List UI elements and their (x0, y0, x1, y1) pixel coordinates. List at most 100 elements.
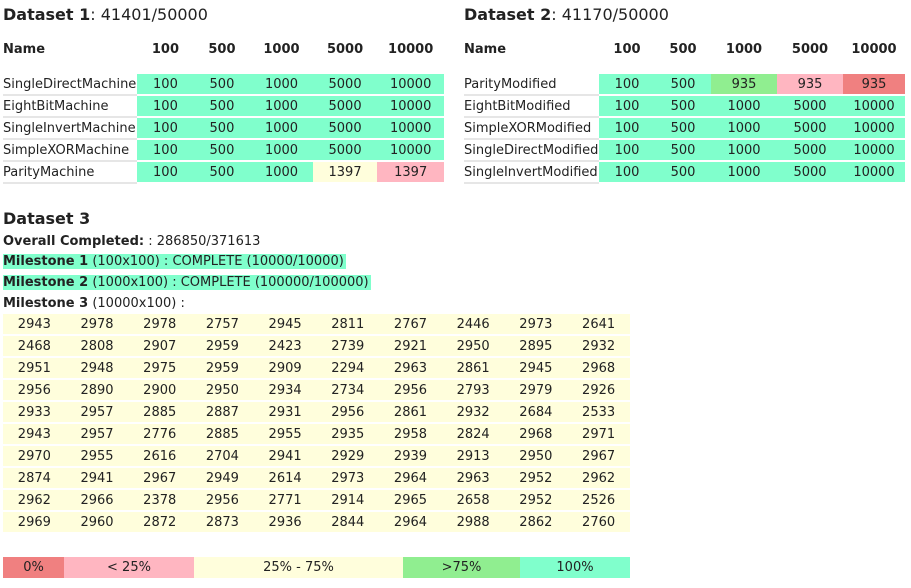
grid-cell: 2945 (504, 357, 568, 380)
dataset2-cell: 100 (599, 74, 655, 96)
dataset1-header-name: Name (3, 41, 46, 57)
grid-cell: 2885 (128, 401, 192, 424)
grid-cell: 2614 (253, 467, 317, 490)
dataset1-header-row: Name 100 500 1000 5000 10000 (3, 32, 444, 66)
grid-cell: 2929 (316, 445, 380, 468)
dataset2-header-100: 100 (613, 41, 641, 57)
dataset2-cell: 100 (599, 117, 655, 140)
milestone-3: Milestone 3 (10000x100) : (3, 294, 185, 313)
grid-cell: 2861 (441, 357, 505, 380)
dataset2-cell: 100 (599, 95, 655, 118)
dataset2-row: SingleDirectModified 100 500 1000 5000 10000 (464, 139, 905, 162)
dataset2-cell: 935 (711, 74, 777, 96)
grid-cell: 2941 (65, 467, 129, 490)
dataset1-spacer-cell (3, 66, 444, 74)
grid-cell: 2793 (441, 379, 505, 402)
dataset1-cell: 5000 (312, 74, 378, 96)
grid-cell: 2824 (441, 423, 505, 446)
dataset1-cell: 1397 (312, 161, 378, 184)
dataset2-cell: 100 (599, 161, 655, 184)
grid-cell: 2932 (441, 401, 505, 424)
dataset1-cell: 500 (193, 74, 251, 96)
grid-row: 2933 2957 2885 2887 2931 2956 2861 2932 2684 2533 (3, 401, 630, 424)
dataset2-row-name: SingleInvertModified (464, 161, 599, 184)
dataset2-cell: 935 (777, 74, 843, 96)
dataset1-row-name: SingleDirectMachine (3, 74, 138, 96)
dataset2-cell: 5000 (777, 95, 843, 118)
grid-cell: 2988 (441, 511, 505, 534)
dataset1-spacer-row (3, 66, 444, 74)
grid-cell: 2921 (379, 335, 442, 358)
grid-cell: 2973 (316, 467, 380, 490)
dataset3-title: Dataset 3 (3, 209, 91, 228)
dataset2-row-name: ParityModified (464, 74, 599, 96)
grid-cell: 2932 (567, 335, 630, 358)
dataset1-table: Name 100 500 1000 5000 10000 SingleDirectMach… (3, 32, 444, 184)
dataset2-cell: 500 (655, 74, 711, 96)
grid-cell: 2934 (253, 379, 317, 402)
dataset2-header-500: 500 (669, 41, 697, 57)
grid-cell: 2760 (567, 511, 630, 534)
dataset1-title: Dataset 1: 41401/50000 (3, 5, 208, 25)
grid-cell: 2926 (567, 379, 630, 402)
milestone-3-label: Milestone 3 (3, 296, 89, 311)
grid-cell: 2933 (3, 401, 66, 424)
grid-cell: 2956 (191, 489, 254, 512)
grid-cell: 2844 (316, 511, 380, 534)
milestone-1: Milestone 1 (100x100) : COMPLETE (10000/… (3, 252, 346, 271)
dataset2-header-row: Name 100 500 1000 5000 10000 (464, 32, 905, 66)
dataset2-row-name: SingleDirectModified (464, 139, 599, 162)
grid-cell: 2956 (3, 379, 66, 402)
grid-cell: 2936 (253, 511, 317, 534)
grid-cell: 2885 (191, 423, 254, 446)
grid-cell: 2771 (253, 489, 317, 512)
grid-cell: 2979 (504, 379, 568, 402)
milestone-1-detail: (100x100) : COMPLETE (10000/10000) (88, 254, 344, 269)
dataset1-cell: 10000 (377, 74, 444, 96)
grid-cell: 2913 (441, 445, 505, 468)
grid-cell: 2959 (191, 357, 254, 380)
dataset1-cell: 1000 (250, 139, 313, 162)
dataset2-header-5000: 5000 (791, 41, 829, 57)
grid-cell: 2616 (128, 445, 192, 468)
grid-cell: 2378 (128, 489, 192, 512)
grid-cell: 2964 (379, 511, 442, 534)
grid-cell: 2967 (128, 467, 192, 490)
grid-cell: 2968 (567, 357, 630, 380)
dataset1-header-5000: 5000 (326, 41, 364, 57)
dataset1-cell: 1397 (377, 161, 444, 184)
grid-cell: 2969 (3, 511, 66, 534)
dataset1-header-1000: 1000 (263, 41, 300, 57)
grid-cell: 2965 (379, 489, 442, 512)
grid-cell: 2909 (253, 357, 317, 380)
dataset1-label: Dataset 1 (3, 5, 91, 24)
grid-cell: 2767 (379, 314, 442, 336)
grid-cell: 2907 (128, 335, 192, 358)
grid-cell: 2952 (504, 467, 568, 490)
grid-cell: 2931 (253, 401, 317, 424)
dataset2-cell: 5000 (777, 139, 843, 162)
overall-completed-label: Overall Completed: (3, 234, 145, 249)
legend-item-low: < 25% (64, 557, 194, 578)
grid-cell: 2446 (441, 314, 505, 336)
dataset2-header-name: Name (464, 41, 507, 57)
dataset1-cell: 10000 (377, 139, 444, 162)
grid-cell: 2945 (253, 314, 317, 336)
dataset2-spacer-cell (464, 66, 905, 74)
dataset2-cell: 1000 (711, 139, 777, 162)
dataset2-cell: 10000 (843, 139, 905, 162)
grid-row: 2969 2960 2872 2873 2936 2844 2964 2988 2862 2760 (3, 511, 630, 534)
grid-row: 2970 2955 2616 2704 2941 2929 2939 2913 2950 2967 (3, 445, 630, 468)
dataset2-row: SingleInvertModified 100 500 1000 5000 10000 (464, 161, 905, 184)
legend-item-mid: 25% - 75% (194, 557, 403, 578)
dataset2-row: SimpleXORModified 100 500 1000 5000 10000 (464, 117, 905, 140)
grid-cell: 2950 (441, 335, 505, 358)
dataset1-cell: 5000 (312, 139, 378, 162)
grid-cell: 2658 (441, 489, 505, 512)
grid-cell: 2943 (3, 423, 66, 446)
dataset2-cell: 1000 (711, 117, 777, 140)
grid-row: 2874 2941 2967 2949 2614 2973 2964 2963 2952 2962 (3, 467, 630, 490)
grid-cell: 2970 (3, 445, 66, 468)
milestone-3-detail: (10000x100) : (88, 296, 185, 311)
dataset1-cell: 10000 (377, 95, 444, 118)
